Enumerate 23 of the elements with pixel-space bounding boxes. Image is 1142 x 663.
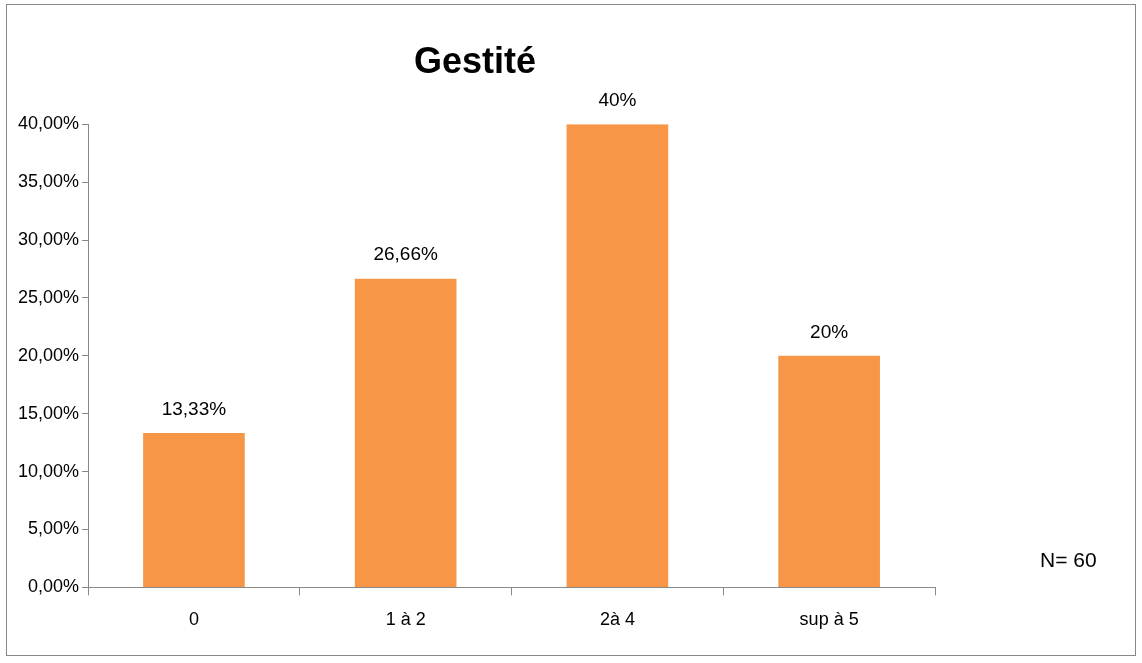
data-label: 26,66%	[373, 243, 438, 265]
y-tick-label: 40,00%	[17, 113, 80, 134]
x-tick-label: 1 à 2	[385, 609, 426, 630]
y-tick-label: 25,00%	[17, 286, 80, 307]
y-tick-label: 20,00%	[17, 344, 80, 365]
x-tick-label: 0	[188, 609, 199, 630]
x-tick-label: 2à 4	[599, 609, 635, 630]
y-tick-label: 30,00%	[17, 228, 80, 249]
data-label: 20%	[810, 320, 849, 342]
y-tick-label: 35,00%	[17, 171, 80, 192]
bar	[143, 433, 245, 587]
y-tick-label: 5,00%	[28, 518, 80, 539]
y-tick-label: 10,00%	[17, 460, 80, 481]
bar	[566, 124, 669, 587]
chart-title: Gestité	[413, 39, 537, 81]
y-tick-label: 15,00%	[17, 402, 80, 423]
data-label: 40%	[598, 88, 637, 110]
bar	[778, 355, 880, 587]
x-tick-label: sup à 5	[799, 609, 859, 630]
text: N= 60	[1040, 548, 1097, 572]
bar	[354, 278, 457, 587]
data-label: 13,33%	[161, 397, 227, 419]
y-tick-label: 0,00%	[28, 576, 80, 597]
